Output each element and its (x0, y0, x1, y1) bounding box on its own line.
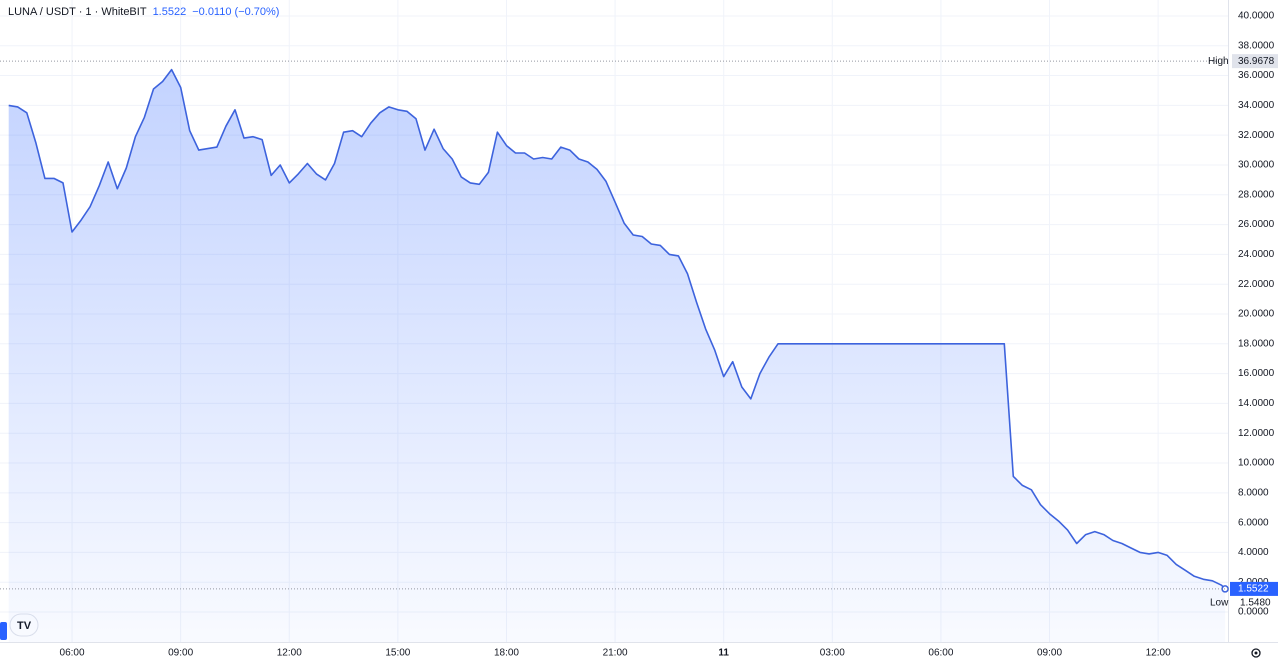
y-tick-label: 40.0000 (1238, 11, 1275, 22)
x-tick-label: 15:00 (385, 648, 410, 659)
x-tick-label: 12:00 (1146, 648, 1171, 659)
x-tick-label: 11 (718, 648, 729, 659)
x-tick-label: 09:00 (168, 648, 193, 659)
y-tick-label: 14.0000 (1238, 398, 1275, 409)
legend-header: LUNA / USDT · 1 · WhiteBIT 1.5522 −0.011… (8, 6, 279, 18)
x-tick-label: 21:00 (603, 648, 628, 659)
x-tick-label: 03:00 (820, 648, 845, 659)
y-tick-label: 12.0000 (1238, 428, 1275, 439)
last-price-value: 1.5522 (1238, 584, 1269, 595)
y-tick-label: 38.0000 (1238, 40, 1275, 51)
y-tick-label: 32.0000 (1238, 130, 1275, 141)
last-point (1221, 585, 1229, 593)
y-tick-label: 10.0000 (1238, 458, 1275, 469)
settings-gear[interactable] (1251, 648, 1261, 658)
y-tick-label: 4.0000 (1238, 547, 1269, 558)
y-tick-label: 18.0000 (1238, 338, 1275, 349)
x-tick-label: 06:00 (60, 648, 85, 659)
y-tick-label: 8.0000 (1238, 487, 1269, 498)
area-fill (8, 69, 1226, 643)
x-tick-label: 18:00 (494, 648, 519, 659)
y-tick-label: 34.0000 (1238, 100, 1275, 111)
low-label: Low (1210, 598, 1229, 609)
last-price: 1.5522 (152, 6, 187, 18)
last-price-badge (1230, 581, 1278, 596)
price-line (8, 68, 1226, 590)
y-tick-label: 0.0000 (1238, 607, 1269, 618)
y-tick-label: 30.0000 (1238, 160, 1275, 171)
x-tick-label: 12:00 (277, 648, 302, 659)
y-tick-label: 20.0000 (1238, 309, 1275, 320)
side-tab[interactable] (0, 622, 7, 640)
high-value: 36.9678 (1238, 56, 1275, 67)
symbol[interactable]: LUNA / USDT · 1 · WhiteBIT (8, 6, 147, 18)
y-tick-label: 24.0000 (1238, 249, 1275, 260)
y-tick-label: 28.0000 (1238, 189, 1275, 200)
price-change: −0.0110 (−0.70%) (192, 6, 280, 18)
y-tick-label: 26.0000 (1238, 219, 1275, 230)
y-tick-label: 36.0000 (1238, 70, 1275, 81)
high-label: High (1208, 56, 1229, 67)
high-badge (1232, 54, 1278, 69)
low-value: 1.5480 (1240, 598, 1271, 609)
y-tick-label: 16.0000 (1238, 368, 1275, 379)
x-tick-label: 09:00 (1037, 648, 1062, 659)
y-tick-label: 6.0000 (1238, 517, 1269, 528)
y-tick-label: 22.0000 (1238, 279, 1275, 290)
x-tick-label: 06:00 (928, 648, 953, 659)
